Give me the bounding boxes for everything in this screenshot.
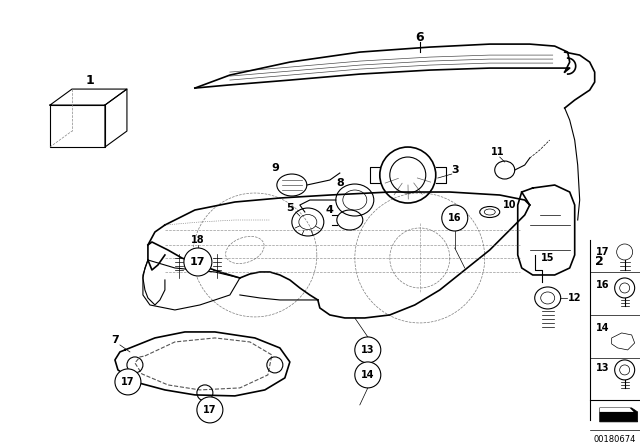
Circle shape (355, 337, 381, 363)
Text: 17: 17 (190, 257, 205, 267)
Text: 17: 17 (203, 405, 216, 415)
Text: 14: 14 (596, 323, 609, 333)
Text: 9: 9 (271, 163, 279, 173)
Text: 15: 15 (541, 253, 554, 263)
Text: 6: 6 (415, 30, 424, 43)
Circle shape (355, 362, 381, 388)
Text: 10: 10 (503, 200, 516, 210)
Text: 17: 17 (121, 377, 134, 387)
Text: 13: 13 (361, 345, 374, 355)
Text: 8: 8 (336, 178, 344, 188)
Text: 12: 12 (568, 293, 582, 303)
Circle shape (442, 205, 468, 231)
Text: 13: 13 (596, 363, 609, 373)
Text: 11: 11 (491, 147, 504, 157)
Circle shape (184, 248, 212, 276)
Text: 5: 5 (286, 203, 294, 213)
Text: 2: 2 (595, 255, 604, 268)
Circle shape (197, 397, 223, 423)
Text: 14: 14 (361, 370, 374, 380)
Text: 16: 16 (448, 213, 461, 223)
Circle shape (115, 369, 141, 395)
Text: 00180674: 00180674 (593, 435, 636, 444)
Text: 7: 7 (111, 335, 119, 345)
Text: 16: 16 (596, 280, 609, 290)
Text: 1: 1 (86, 73, 94, 86)
Polygon shape (600, 408, 637, 422)
Text: 17: 17 (596, 247, 609, 257)
Text: 3: 3 (451, 165, 459, 175)
Text: 18: 18 (191, 235, 205, 245)
Polygon shape (600, 408, 634, 412)
Text: 4: 4 (326, 205, 334, 215)
